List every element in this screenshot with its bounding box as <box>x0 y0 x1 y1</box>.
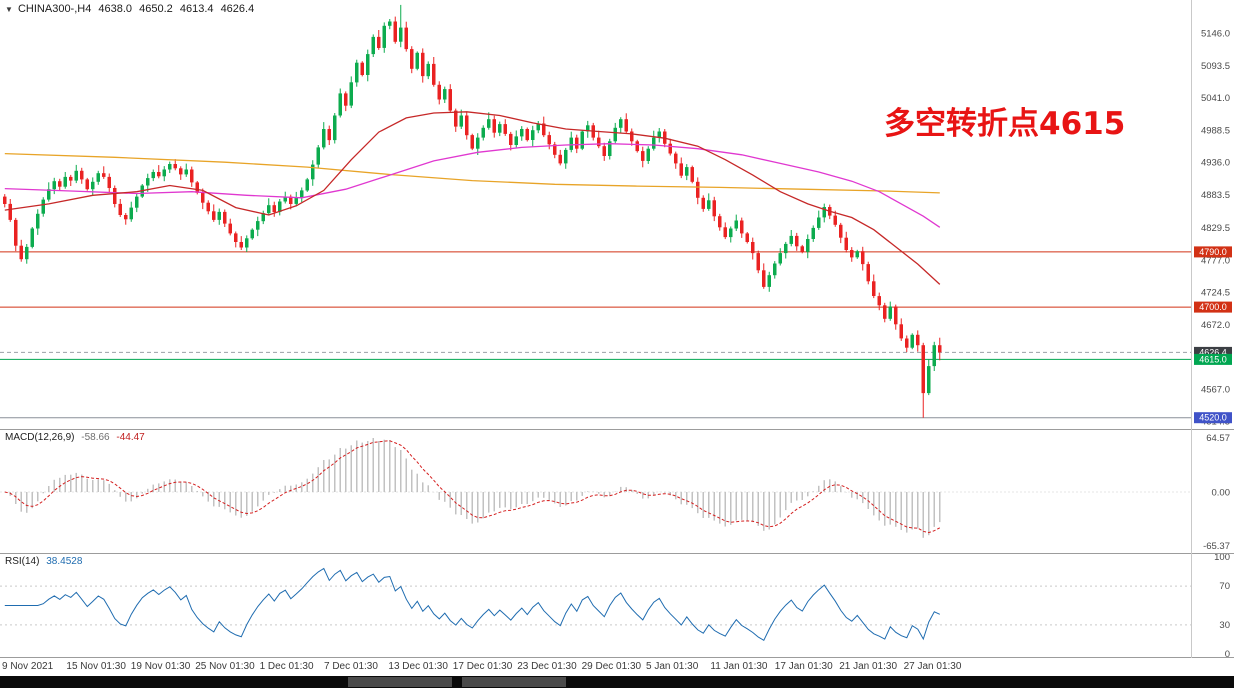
candles-layer <box>3 4 942 418</box>
time-axis-label: 15 Nov 01:30 <box>66 661 126 672</box>
svg-text:4988.5: 4988.5 <box>1201 125 1230 136</box>
time-axis-label: 25 Nov 01:30 <box>195 661 255 672</box>
time-axis-label: 7 Dec 01:30 <box>324 661 378 672</box>
macd-main-value: -58.66 <box>81 432 110 443</box>
rsi-line <box>4 567 941 642</box>
svg-text:4626.4: 4626.4 <box>1199 347 1227 357</box>
price-tag: 4790.0 <box>1194 246 1232 258</box>
moving-averages-layer <box>4 111 941 285</box>
price-axis: 5146.0 5093.5 5041.0 4988.5 4936.0 4883.5 4829… <box>1194 29 1232 428</box>
ohlc-high-value: 4650.2 <box>139 3 173 15</box>
rsi-axis-label: 0 <box>1225 649 1230 658</box>
levels-layer <box>0 251 1192 419</box>
svg-text:4883.5: 4883.5 <box>1201 190 1230 201</box>
ohlc-low-value: 4613.4 <box>179 3 214 15</box>
time-axis-label: 5 Jan 01:30 <box>646 661 699 672</box>
ohlc-open-value: 4638.0 <box>98 3 133 15</box>
time-axis-label: 19 Nov 01:30 <box>130 661 191 672</box>
time-axis-label: 11 Jan 01:30 <box>710 661 768 672</box>
rsi-header: RSI(14) 38.4528 <box>5 556 86 567</box>
svg-text:4936.0: 4936.0 <box>1201 158 1230 169</box>
macd-signal-value: -44.47 <box>116 432 145 443</box>
macd-header: MACD(12,26,9) -58.66 -44.47 <box>5 432 149 443</box>
macd-axis-label: -65.37 <box>1203 541 1230 552</box>
time-axis-label: 13 Dec 01:30 <box>388 661 448 672</box>
ma-medium-magenta-line <box>4 143 941 228</box>
price-tag: 4626.4 <box>1194 346 1232 358</box>
rsi-indicator-panel[interactable]: 100 70 30 0 <box>0 554 1234 658</box>
macd-signal-line <box>4 440 941 534</box>
rsi-label: RSI(14) <box>5 556 40 567</box>
svg-text:4615.0: 4615.0 <box>1199 354 1227 364</box>
price-tag: 4700.0 <box>1194 301 1232 313</box>
macd-label: MACD(12,26,9) <box>5 432 75 443</box>
rsi-value: 38.4528 <box>46 556 83 567</box>
price-tag: 4615.0 <box>1194 353 1232 365</box>
annotation-turning-point: 多空转折点4615 <box>884 106 1126 142</box>
chart-header: ▼ CHINA300-,H4 4638.0 4650.2 4613.4 4626… <box>5 3 258 15</box>
svg-text:5041.0: 5041.0 <box>1201 93 1230 104</box>
macd-axis-label: 64.57 <box>1206 433 1230 444</box>
svg-text:4790.0: 4790.0 <box>1199 247 1227 257</box>
price-chart-panel[interactable]: 5146.0 5093.5 5041.0 4988.5 4936.0 4883.5 4829… <box>0 0 1234 430</box>
time-axis-label: 23 Dec 01:30 <box>517 661 577 672</box>
macd-histogram <box>9 438 941 538</box>
svg-text:4777.0: 4777.0 <box>1201 255 1230 266</box>
macd-axis-label: 0.00 <box>1212 488 1231 499</box>
time-axis-label: 9 Nov 2021 <box>2 661 54 672</box>
svg-text:4672.0: 4672.0 <box>1201 320 1230 331</box>
rsi-axis-label: 70 <box>1219 581 1230 592</box>
time-axis-label: 17 Dec 01:30 <box>452 661 513 672</box>
time-axis: 9 Nov 2021 15 Nov 01:30 19 Nov 01:30 25 Nov… <box>0 658 1234 676</box>
symbol-timeframe-label: CHINA300-,H4 <box>17 3 92 15</box>
taskbar <box>0 676 1234 688</box>
svg-text:4700.0: 4700.0 <box>1199 302 1227 312</box>
rsi-axis-label: 30 <box>1219 620 1230 631</box>
time-axis-label: 1 Dec 01:30 <box>259 661 314 672</box>
price-tag: 4520.0 <box>1194 412 1232 424</box>
svg-text:4520.0: 4520.0 <box>1199 413 1227 423</box>
svg-text:4829.5: 4829.5 <box>1201 223 1230 234</box>
time-axis-label: 17 Jan 01:30 <box>774 661 833 672</box>
svg-text:5146.0: 5146.0 <box>1201 29 1230 40</box>
chart-collapse-icon[interactable]: ▼ <box>5 5 13 14</box>
svg-text:4724.5: 4724.5 <box>1201 288 1230 299</box>
svg-text:4567.0: 4567.0 <box>1201 384 1230 395</box>
time-axis-label: 29 Dec 01:30 <box>581 661 642 672</box>
time-axis-label: 21 Jan 01:30 <box>839 661 898 672</box>
time-axis-label: 27 Jan 01:30 <box>903 661 962 672</box>
macd-indicator-panel[interactable]: 64.57 0.00 -65.37 <box>0 430 1234 554</box>
ma-slow-orange-line <box>4 152 940 194</box>
taskbar-item[interactable] <box>348 677 452 687</box>
ma-fast-red-line <box>4 111 941 285</box>
svg-text:5093.5: 5093.5 <box>1201 61 1230 72</box>
rsi-axis-label: 100 <box>1214 554 1230 563</box>
taskbar-item[interactable] <box>462 677 566 687</box>
ohlc-close-value: 4626.4 <box>220 3 255 15</box>
